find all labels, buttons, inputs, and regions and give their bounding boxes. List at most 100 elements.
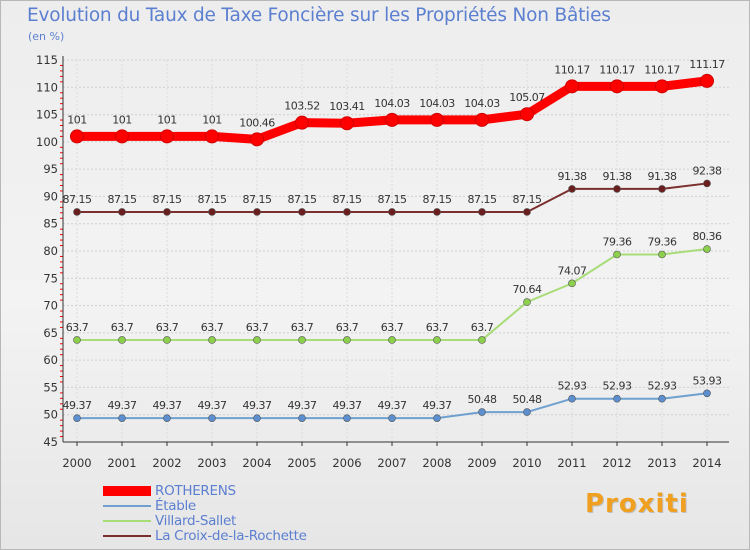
- data-point: [658, 185, 666, 193]
- data-point: [343, 336, 351, 344]
- x-tick-label: 2010: [512, 456, 541, 470]
- legend-swatch: [103, 505, 151, 507]
- data-point: [385, 112, 399, 127]
- data-point: [703, 389, 711, 398]
- data-point: [613, 250, 621, 259]
- data-point: [118, 208, 126, 216]
- data-point: [118, 414, 126, 422]
- data-label: 87.15: [108, 193, 137, 206]
- data-point: [700, 73, 714, 88]
- data-label: 104.03: [419, 97, 455, 110]
- data-label: 110.17: [554, 63, 590, 76]
- data-label: 52.93: [648, 380, 677, 393]
- data-label: 87.15: [63, 193, 92, 206]
- data-label: 104.03: [374, 97, 410, 110]
- data-label: 63.7: [246, 321, 269, 334]
- data-point: [343, 208, 351, 216]
- data-point: [658, 394, 666, 403]
- data-label: 49.37: [153, 399, 182, 412]
- y-tick-label: 95: [43, 162, 58, 176]
- data-point: [253, 208, 261, 216]
- data-point: [163, 336, 171, 344]
- data-label: 87.15: [288, 193, 317, 206]
- data-point: [475, 112, 489, 127]
- x-tick-label: 2001: [107, 456, 136, 470]
- data-label: 49.37: [378, 399, 407, 412]
- data-label: 63.7: [66, 321, 89, 334]
- data-point: [73, 336, 81, 344]
- logo-text: Proxiti: [585, 489, 689, 519]
- x-tick-label: 2007: [377, 456, 406, 470]
- data-point: [388, 336, 396, 344]
- data-label: 110.17: [599, 63, 635, 76]
- data-label: 87.15: [153, 193, 182, 206]
- data-label: 91.38: [648, 170, 677, 183]
- y-tick-label: 60: [43, 353, 58, 367]
- chart-title: Evolution du Taux de Taxe Foncière sur l…: [27, 5, 611, 26]
- data-label: 50.48: [513, 393, 542, 406]
- y-tick-label: 85: [43, 217, 58, 231]
- data-point: [163, 414, 171, 422]
- y-tick-label: 75: [43, 271, 58, 285]
- data-label: 79.36: [648, 235, 677, 248]
- data-point: [610, 79, 624, 94]
- y-tick-label: 90: [43, 189, 58, 203]
- data-point: [73, 414, 81, 422]
- legend-item: La Croix-de-la-Rochette: [103, 529, 363, 544]
- x-tick-label: 2011: [557, 456, 586, 470]
- data-label: 49.37: [333, 399, 362, 412]
- data-point: [433, 208, 441, 216]
- data-label: 49.37: [198, 399, 227, 412]
- data-label: 101: [67, 113, 87, 126]
- data-label: 87.15: [423, 193, 452, 206]
- x-tick-label: 2000: [62, 456, 91, 470]
- data-point: [430, 112, 444, 127]
- y-tick-label: 80: [43, 244, 58, 258]
- legend-item: Étable: [103, 499, 363, 514]
- data-label: 49.37: [423, 399, 452, 412]
- data-label: 87.15: [378, 193, 407, 206]
- data-label: 49.37: [63, 399, 92, 412]
- data-point: [568, 185, 576, 193]
- data-label: 104.03: [464, 97, 500, 110]
- data-label: 50.48: [468, 393, 497, 406]
- data-point: [388, 414, 396, 422]
- data-label: 63.7: [471, 321, 494, 334]
- data-point: [478, 208, 486, 216]
- data-point: [388, 208, 396, 216]
- data-point: [205, 129, 219, 144]
- x-tick-label: 2006: [332, 456, 361, 470]
- data-point: [298, 336, 306, 344]
- legend-swatch: [103, 486, 151, 496]
- data-point: [520, 107, 534, 122]
- data-label: 49.37: [243, 399, 272, 412]
- data-point: [703, 179, 711, 188]
- legend-swatch: [103, 535, 151, 537]
- data-label: 63.7: [201, 321, 224, 334]
- data-point: [298, 208, 306, 216]
- legend-label: Étable: [155, 498, 196, 514]
- data-point: [253, 414, 261, 422]
- y-tick-label: 105: [36, 108, 58, 122]
- data-label: 63.7: [426, 321, 449, 334]
- data-label: 49.37: [108, 399, 137, 412]
- data-label: 52.93: [603, 380, 632, 393]
- data-label: 79.36: [603, 235, 632, 248]
- data-label: 103.41: [329, 100, 365, 113]
- data-point: [163, 208, 171, 216]
- data-label: 70.64: [513, 283, 542, 296]
- data-point: [478, 408, 486, 416]
- data-label: 63.7: [381, 321, 404, 334]
- data-point: [523, 208, 531, 216]
- data-point: [523, 408, 531, 416]
- data-label: 101: [157, 113, 177, 126]
- data-point: [73, 208, 81, 216]
- data-label: 87.15: [333, 193, 362, 206]
- data-point: [613, 185, 621, 193]
- data-label: 91.38: [558, 170, 587, 183]
- data-label: 105.07: [509, 91, 545, 104]
- x-tick-label: 2003: [197, 456, 226, 470]
- legend-label: ROTHERENS: [155, 483, 236, 499]
- legend-item: Villard-Sallet: [103, 514, 363, 529]
